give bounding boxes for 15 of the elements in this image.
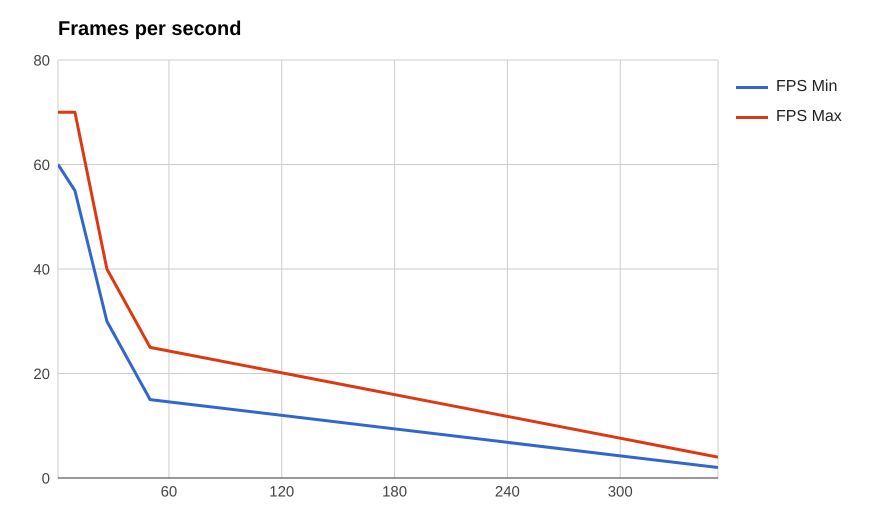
line-series xyxy=(58,110,718,459)
legend-label: FPS Min xyxy=(775,78,838,96)
line-series xyxy=(58,163,718,470)
y-tick-label: 40 xyxy=(33,261,50,278)
x-tick-label: 180 xyxy=(382,484,408,501)
y-tick-label: 0 xyxy=(42,470,50,488)
x-tick-label: 300 xyxy=(608,484,633,501)
x-tick-label: 60 xyxy=(160,484,178,501)
chart-title: Frames per second xyxy=(58,18,242,41)
x-tick-label: 120 xyxy=(269,484,294,501)
y-tick-label: 20 xyxy=(33,366,50,383)
x-tick-label: 240 xyxy=(494,484,520,501)
y-tick-label: 80 xyxy=(33,52,50,70)
y-tick-label: 60 xyxy=(33,156,50,174)
legend-label: FPS Max xyxy=(775,108,842,126)
